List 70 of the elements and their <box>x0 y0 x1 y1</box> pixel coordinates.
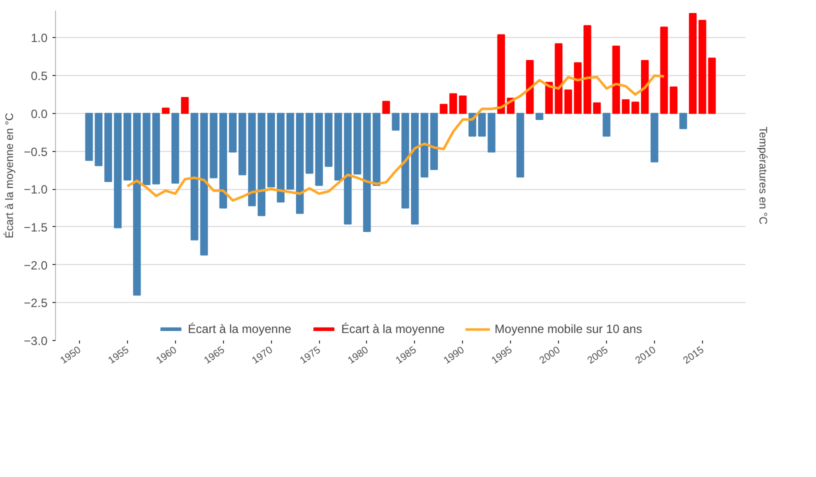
y-tick-label: −0.5 <box>24 144 48 159</box>
y-tick-label: −3.0 <box>24 334 48 348</box>
bar <box>219 112 228 209</box>
y-tick-label: 1.0 <box>30 31 48 46</box>
bar <box>631 102 640 114</box>
bar <box>210 112 218 178</box>
y-tick-label: −2.5 <box>24 296 48 310</box>
bar <box>276 112 285 202</box>
bar <box>171 112 180 184</box>
bar <box>602 112 610 137</box>
bar <box>85 112 93 161</box>
bar <box>152 112 160 184</box>
bar <box>516 112 524 178</box>
bar <box>440 104 448 114</box>
bar <box>392 112 400 131</box>
bar <box>593 102 601 114</box>
legend-label: Moyenne mobile sur 10 ans <box>494 322 642 336</box>
bar <box>104 112 112 182</box>
y-tick-label: −1.0 <box>24 182 48 197</box>
line-series <box>126 74 666 202</box>
bar <box>698 20 706 114</box>
bar <box>162 108 170 114</box>
bar <box>354 112 362 174</box>
legend-label: Écart à la moyenne <box>188 322 292 336</box>
bar <box>584 25 592 114</box>
bar <box>554 43 562 114</box>
bar <box>458 96 467 114</box>
bar <box>449 93 458 114</box>
x-tick-label: 1960 <box>154 344 180 367</box>
bar <box>238 112 246 176</box>
bar <box>267 112 275 188</box>
bar <box>641 60 649 114</box>
bar <box>296 112 304 214</box>
bar <box>94 112 102 166</box>
y-axis-title: Écart à la moyenne en °C <box>2 112 16 238</box>
bar <box>708 58 716 114</box>
bar <box>324 112 332 167</box>
bar <box>536 112 544 120</box>
x-tick-label: 1980 <box>346 344 372 367</box>
bar <box>574 62 582 114</box>
bar <box>545 82 553 114</box>
y2-axis-title: Températures en °C <box>756 126 768 225</box>
x-tick-label: 1950 <box>58 344 84 367</box>
x-tick-label: 1970 <box>250 344 276 367</box>
bar <box>181 97 189 114</box>
bar <box>382 100 390 114</box>
y-tick-label: −2.0 <box>24 258 48 272</box>
bar <box>688 13 697 114</box>
bar <box>334 112 342 181</box>
legend-label: Écart à la moyenne <box>341 322 445 336</box>
bar <box>114 112 122 228</box>
bar <box>679 112 688 130</box>
bar <box>650 112 658 162</box>
bar <box>660 26 668 114</box>
bar <box>526 60 534 114</box>
bar <box>124 112 132 181</box>
bar <box>411 112 419 224</box>
bar <box>497 34 505 114</box>
bar <box>564 89 572 114</box>
bar <box>228 112 237 153</box>
bar <box>612 46 620 114</box>
x-tick-label: 1990 <box>442 344 467 367</box>
bar <box>286 112 294 190</box>
bar <box>344 112 352 224</box>
bar <box>670 86 678 114</box>
y-tick-label: 0.5 <box>30 69 48 84</box>
bar <box>401 112 410 209</box>
bar <box>622 99 630 114</box>
y-tick-label: −1.5 <box>24 220 48 234</box>
y-tick-label: 0.0 <box>30 106 48 121</box>
